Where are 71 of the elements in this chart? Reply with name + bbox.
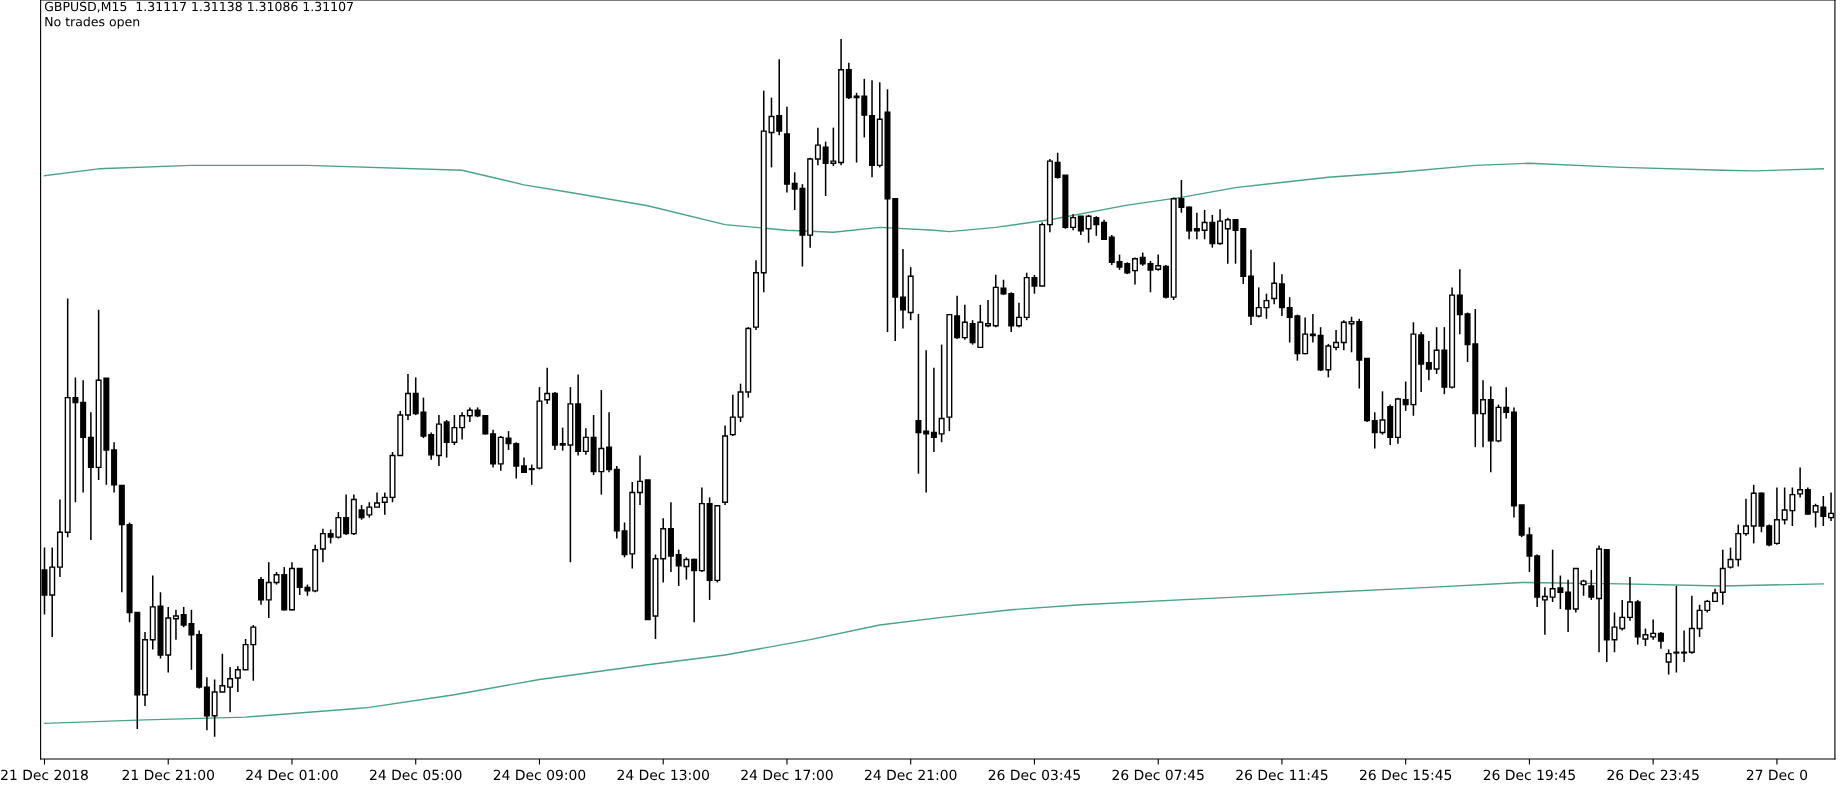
candlestick (374, 491, 381, 508)
candlestick (1309, 313, 1316, 344)
candlestick (1278, 273, 1285, 317)
candlestick (1302, 316, 1309, 356)
x-tick-label: 27 Dec 0 (1746, 769, 1808, 781)
candlestick (1425, 340, 1432, 381)
candlestick (729, 394, 736, 437)
candlestick (776, 58, 783, 137)
text: No trades open (45, 16, 140, 29)
candlestick (582, 427, 589, 456)
x-tick-label: 24 Dec 17:00 (741, 769, 833, 781)
candlestick (172, 608, 179, 641)
x-tick-label: 24 Dec 05:00 (370, 769, 462, 781)
x-tick-label: 26 Dec 03:45 (988, 769, 1080, 781)
candlestick (1773, 486, 1780, 546)
candlestick (954, 295, 961, 340)
candlestick (428, 431, 435, 461)
candlestick (985, 299, 992, 328)
candlestick (1271, 261, 1278, 305)
x-tick-label: 26 Dec 15:45 (1360, 769, 1452, 781)
candlestick (1681, 629, 1688, 663)
candlestick (1193, 211, 1200, 241)
candlestick (1719, 548, 1726, 606)
candlestick (1688, 594, 1695, 655)
candlestick (1797, 466, 1804, 499)
candlestick (544, 366, 551, 405)
x-tick-label: 21 Dec 2018 (1, 769, 88, 781)
candlestick (814, 126, 821, 167)
x-tick-label: 24 Dec 21:00 (865, 769, 957, 781)
candlestick (234, 665, 241, 693)
candlestick (1333, 329, 1340, 351)
candlestick (1186, 205, 1193, 241)
candlestick (1588, 569, 1595, 601)
candlestick (1340, 319, 1347, 351)
candlestick (1217, 208, 1224, 246)
candlestick (915, 313, 922, 475)
candlestick (227, 666, 234, 714)
candlestick (258, 576, 265, 606)
candlestick (1077, 215, 1084, 236)
candlestick (930, 366, 937, 453)
candlestick (1541, 586, 1548, 636)
candlestick (961, 304, 968, 341)
x-tick-label: 26 Dec 19:45 (1483, 769, 1575, 781)
x-tick-label: 26 Dec 23:45 (1607, 769, 1699, 781)
candlestick (1565, 578, 1572, 633)
candlestick (691, 558, 698, 624)
candlestick (938, 343, 945, 444)
candlestick (1131, 256, 1139, 286)
x-tick-label: 24 Dec 13:00 (617, 769, 709, 781)
x-tick-label: 26 Dec 11:45 (1236, 769, 1328, 781)
x-tick-label: 21 Dec 21:00 (122, 769, 214, 781)
candlestick (1650, 618, 1657, 641)
candlestick (1480, 379, 1487, 448)
candlestick (636, 454, 644, 506)
candlestick (1224, 216, 1231, 265)
candlestick (899, 248, 906, 330)
candlestick (923, 349, 930, 494)
candlestick (319, 528, 326, 564)
chart-title: GBPUSD,M15 1.31117 1.31138 1.31086 1.31107 (44, 1, 353, 13)
x-tick-label: 26 Dec 07:45 (1112, 769, 1204, 781)
candlestick (459, 411, 466, 441)
candlestick (1456, 268, 1463, 335)
candlestick (1101, 218, 1108, 241)
x-tick-label: 24 Dec 09:00 (493, 769, 586, 781)
candlestick (404, 373, 411, 421)
x-tick-label: 24 Dec 01:00 (246, 769, 338, 781)
candlestick (1742, 498, 1749, 537)
candlestick (1626, 576, 1633, 622)
candlestick (1015, 301, 1022, 328)
candlestick (606, 411, 613, 474)
candlestick (343, 493, 350, 536)
